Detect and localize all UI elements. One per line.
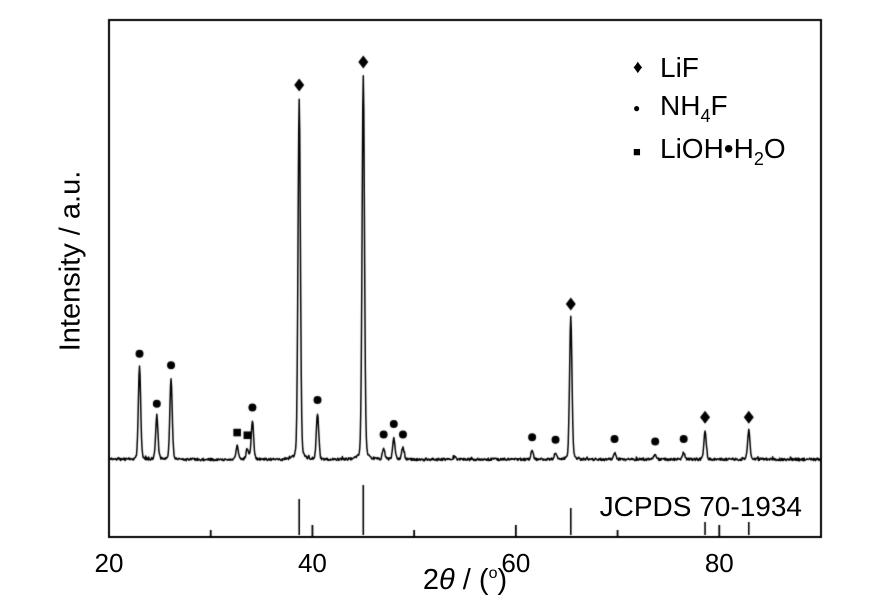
legend-item: ■ LiOH•H2O — [627, 132, 786, 169]
legend-item-label: LiOH•H2O — [660, 132, 786, 169]
x-tick-label: 20 — [94, 548, 124, 578]
legend-item-label: NH4F — [660, 89, 728, 126]
reference-label: JCPDS 70-1934 — [599, 491, 802, 522]
x-axis-label: 2θ / (o) — [422, 564, 508, 596]
diamond-icon: ♦ — [633, 57, 643, 78]
legend-item: ♦ LiF — [627, 52, 786, 84]
y-axis-label: Intensity / a.u. — [54, 170, 87, 352]
legend-item-label: LiF — [660, 52, 699, 83]
legend-item: ● NH4F — [627, 89, 786, 126]
legend: ♦ LiF ● NH4F ■ LiOH•H2O — [627, 52, 786, 169]
x-tick-label: 80 — [704, 548, 734, 578]
x-tick-label: 60 — [501, 548, 531, 578]
square-icon: ■ — [633, 143, 641, 159]
circle-icon: ● — [633, 101, 641, 115]
x-tick-label: 40 — [297, 548, 327, 578]
